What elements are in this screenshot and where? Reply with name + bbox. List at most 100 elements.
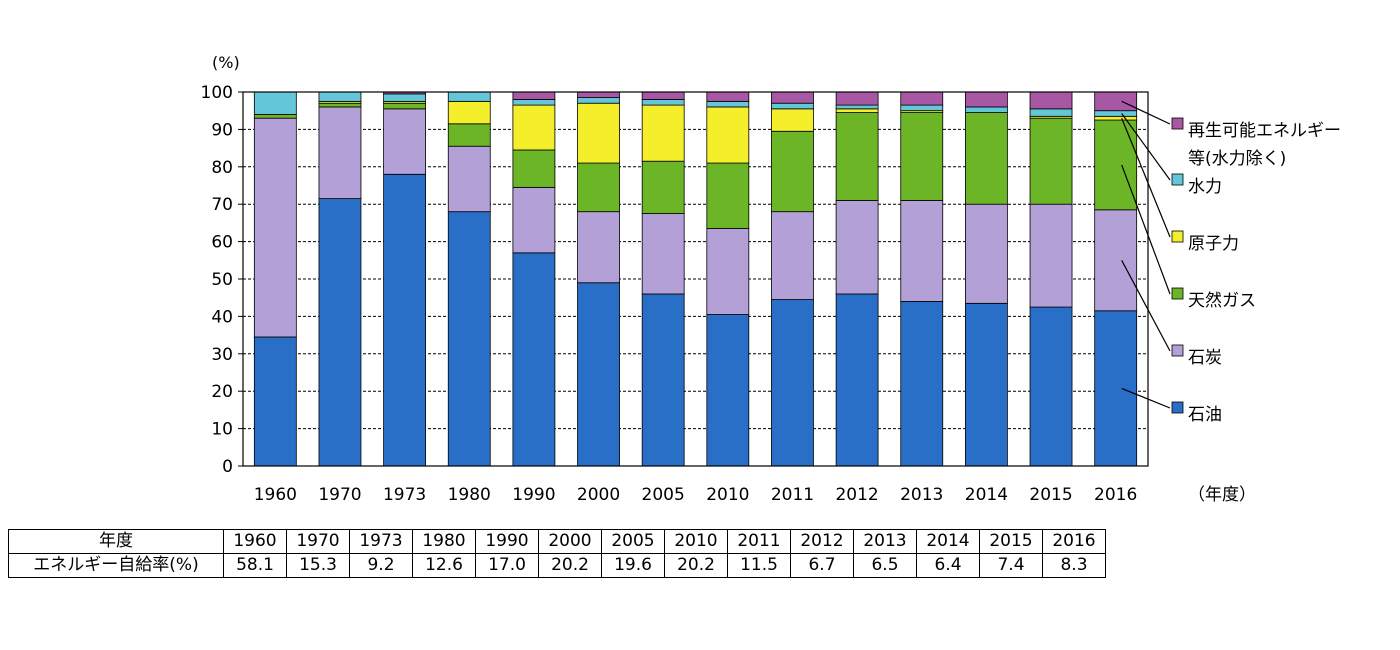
legend-label: 再生可能エネルギー [1188, 121, 1341, 141]
y-tick-label: 100 [201, 83, 233, 103]
x-tick-label: 2016 [1094, 485, 1137, 505]
bar-segment [1029, 306, 1073, 467]
bar-segment [706, 314, 750, 467]
y-tick-label: 70 [211, 195, 233, 215]
bar-segment [577, 282, 620, 467]
y-tick-label: 30 [211, 345, 233, 365]
legend-label: 石油 [1188, 405, 1222, 425]
x-tick-labels: 1960 1970 1973 1980 1990 2000 2005 2010 2011 2012… [254, 485, 1138, 505]
table-cell-year: 1970 [286, 529, 350, 554]
table-cell-year: 1960 [223, 529, 287, 554]
x-tick-label: 1970 [318, 485, 361, 505]
bar-segment [447, 145, 491, 213]
bar-segment [1094, 115, 1138, 121]
bar-segment [771, 91, 814, 104]
bar-segment [512, 252, 556, 467]
y-tick-label: 50 [211, 270, 233, 290]
table-cell-rate: 20.2 [538, 553, 602, 578]
x-tick-label: 1980 [448, 485, 491, 505]
legend-swatch [1171, 401, 1184, 414]
table-cell-year: 2005 [601, 529, 665, 554]
bar-segment [512, 186, 556, 254]
y-tick-label: 20 [211, 382, 233, 402]
bar-segment [1094, 91, 1138, 112]
legend-label: 石炭 [1188, 348, 1222, 368]
bar-segment [835, 108, 879, 113]
y-tick-label: 90 [211, 120, 233, 140]
bar-segment [771, 102, 814, 110]
bar-segment [318, 106, 362, 199]
bar-segment [577, 97, 620, 104]
bar-segment [706, 106, 750, 164]
bar-segment [577, 211, 620, 284]
bar-segment [835, 200, 879, 295]
x-tick-label: 2012 [835, 485, 878, 505]
bar-segment [253, 114, 297, 119]
table-cell-year: 2010 [664, 529, 728, 554]
bar-segment [512, 149, 556, 188]
bar-segment [577, 91, 620, 99]
bar-segment [835, 112, 879, 201]
bar-segment [771, 108, 814, 132]
legend-swatch [1171, 117, 1184, 130]
bar-segment [835, 293, 879, 467]
bar-segment [447, 100, 491, 125]
x-tick-label: 1960 [254, 485, 297, 505]
table-cell-rate: 6.5 [853, 553, 917, 578]
gridlines [243, 91, 1148, 430]
bar-segment [577, 162, 620, 213]
table-cell-rate: 15.3 [286, 553, 350, 578]
legend-label: 天然ガス [1188, 291, 1256, 311]
x-tick-label: 2005 [642, 485, 685, 505]
y-tick-label: 10 [211, 420, 233, 440]
bar-segment [253, 91, 297, 115]
legend-swatch [1171, 287, 1184, 300]
table-cell-year: 2016 [1042, 529, 1106, 554]
y-tick-labels: 0 10 20 30 40 50 60 70 80 90 100 [201, 83, 243, 477]
table-cell-year: 2015 [979, 529, 1043, 554]
legend-swatch [1171, 230, 1184, 243]
bar-segment [318, 198, 362, 467]
table-cell-year: 2014 [916, 529, 980, 554]
table-cell-rate: 19.6 [601, 553, 665, 578]
bar-segment [771, 299, 814, 467]
x-tick-label: 2014 [965, 485, 1008, 505]
bar-segment [706, 228, 750, 315]
bar-segment [964, 91, 1008, 108]
bar-segment [641, 104, 685, 162]
bar-segment [641, 91, 685, 100]
bar-segment [964, 203, 1008, 304]
table-cell-rate: 17.0 [475, 553, 539, 578]
table-cell-year: 1973 [349, 529, 413, 554]
table-cell-year: 2013 [853, 529, 917, 554]
bar-segment [1094, 310, 1138, 467]
bar-segment [835, 104, 879, 110]
legend-leader-line [1121, 117, 1171, 238]
bar-segment [641, 160, 685, 214]
bar-segment [964, 302, 1008, 467]
bar-segment [1094, 209, 1138, 312]
bar-segment [1029, 108, 1073, 117]
bars [253, 91, 1138, 467]
y-tick-label: 40 [211, 307, 233, 327]
bar-segment [900, 200, 944, 302]
bar-segment [771, 211, 814, 300]
bar-segment [447, 91, 491, 102]
bar-segment [1029, 91, 1073, 110]
table-cell-year: 2000 [538, 529, 602, 554]
table-cell-rate: 9.2 [349, 553, 413, 578]
bar-segment [512, 91, 556, 100]
bar-segment [641, 213, 685, 295]
legend-label: 等(水力除く) [1188, 149, 1286, 169]
table-cell-rate: 6.7 [790, 553, 854, 578]
table-cell-rate: 8.3 [1042, 553, 1106, 578]
y-tick-label: 80 [211, 158, 233, 178]
table-cell-rate: 20.2 [664, 553, 728, 578]
x-tick-label: 2000 [577, 485, 620, 505]
x-tick-label: 1973 [383, 485, 426, 505]
table-cell-rate: 6.4 [916, 553, 980, 578]
legend-label: 原子力 [1188, 234, 1239, 254]
bar-segment [512, 104, 556, 151]
bar-segment [447, 211, 491, 467]
